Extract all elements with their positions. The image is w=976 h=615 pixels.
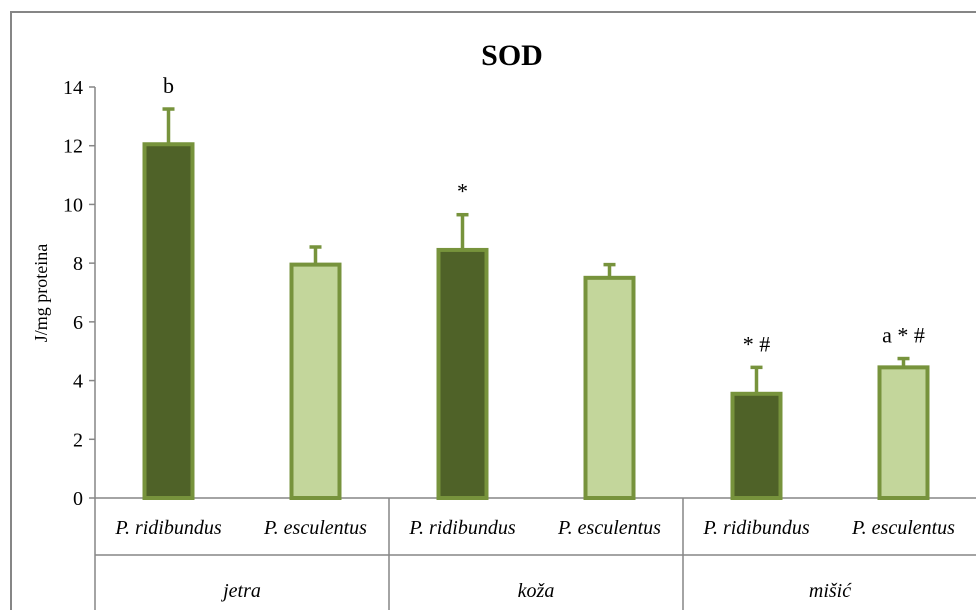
- y-tick-label: 6: [73, 312, 83, 334]
- y-tick-label: 0: [73, 488, 83, 510]
- y-tick-label: 14: [63, 77, 83, 99]
- category-label: P. ridibundus: [702, 517, 810, 539]
- y-axis-label: J/mg proteina: [31, 244, 51, 342]
- y-tick-label: 10: [63, 194, 83, 216]
- category-label: P. esculentus: [851, 517, 955, 539]
- y-tick-label: 8: [73, 253, 83, 275]
- bar-annotation: a * #: [882, 323, 925, 348]
- bar: [289, 262, 342, 500]
- bar-annotation: * #: [743, 331, 771, 356]
- y-tick-label: 2: [73, 429, 83, 451]
- category-label: P. ridibundus: [114, 517, 222, 539]
- category-label: P. ridibundus: [408, 517, 516, 539]
- bar: [877, 365, 930, 500]
- group-label: mišić: [809, 580, 852, 602]
- bar: [142, 142, 195, 500]
- y-tick-label: 12: [63, 136, 83, 158]
- bar-annotation: *: [457, 179, 468, 204]
- chart-title: SOD: [481, 39, 543, 72]
- bar: [583, 275, 636, 501]
- category-label: P. esculentus: [557, 517, 661, 539]
- bar: [730, 391, 783, 500]
- group-label: jetra: [220, 580, 261, 602]
- bar: [436, 247, 489, 500]
- category-label: P. esculentus: [263, 517, 367, 539]
- plot-area: 0 2 4 6 8 10 12 14 jetra b P. ridibundus P. esculen…: [63, 73, 976, 612]
- group-label: koža: [518, 580, 555, 602]
- y-tick-label: 4: [73, 371, 83, 393]
- bar-annotation: b: [163, 73, 174, 98]
